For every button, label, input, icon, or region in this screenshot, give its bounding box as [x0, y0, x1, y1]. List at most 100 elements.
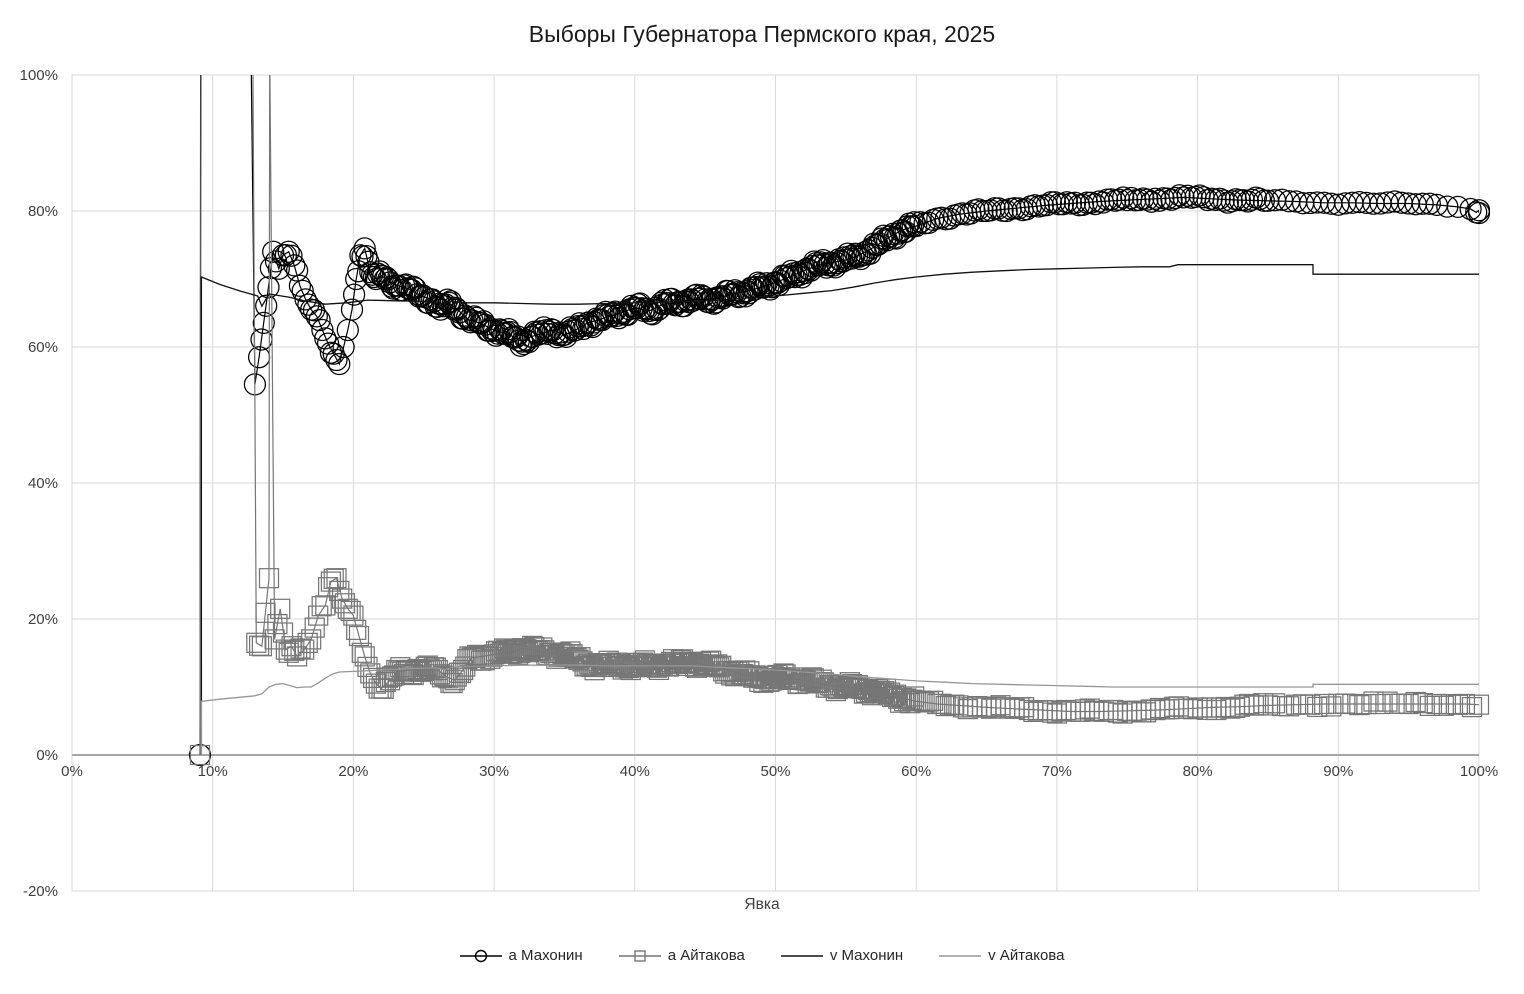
x-tick-label: 10%: [198, 763, 228, 780]
data-point-marker: [314, 327, 337, 350]
legend-label: v Айтакова: [988, 947, 1065, 964]
data-point-marker: [1314, 693, 1335, 715]
data-point-marker: [1454, 693, 1476, 715]
data-point-marker: [297, 293, 320, 316]
x-tick-label: 100%: [1460, 763, 1498, 780]
x-tick-label: 90%: [1323, 763, 1353, 780]
data-point-marker: [1447, 694, 1469, 715]
data-point-marker: [967, 198, 990, 221]
data-point-marker: [267, 613, 288, 635]
data-point-marker: [1411, 192, 1434, 215]
data-point-marker: [308, 308, 331, 332]
series-line: [199, 75, 1479, 756]
data-point-marker: [251, 636, 273, 657]
data-point-marker: [255, 602, 276, 623]
data-point-marker: [1128, 188, 1151, 212]
data-point-marker: [343, 605, 364, 626]
x-tick-label: 60%: [901, 763, 931, 780]
data-point-marker: [332, 335, 355, 359]
data-point-marker: [342, 283, 366, 306]
data-point-marker: [340, 298, 364, 321]
data-point-marker: [387, 274, 410, 297]
data-point-marker: [1043, 191, 1067, 214]
x-tick-label: 80%: [1183, 763, 1213, 780]
data-point-marker: [1164, 186, 1187, 210]
data-point-marker: [1321, 696, 1342, 717]
data-point-marker: [1264, 693, 1286, 714]
data-point-marker: [1446, 195, 1470, 219]
data-point-marker: [1405, 691, 1426, 713]
data-point-marker: [362, 265, 386, 289]
data-point-marker: [562, 319, 585, 342]
data-point-marker: [453, 304, 477, 327]
legend-marker-line-icon: [780, 954, 823, 957]
data-point-marker: [337, 598, 358, 619]
data-point-marker: [1307, 696, 1328, 718]
data-point-marker: [283, 254, 306, 277]
data-point-marker: [930, 206, 953, 229]
data-point-marker: [360, 663, 381, 684]
data-point-marker: [357, 656, 378, 678]
data-point-marker: [291, 279, 314, 303]
data-point-marker: [1116, 188, 1139, 212]
y-tick-label: 80%: [28, 203, 58, 220]
x-tick-label: 0%: [61, 763, 83, 780]
plot-border: [71, 74, 1480, 892]
data-point-marker: [1220, 190, 1243, 213]
data-point-marker: [270, 598, 291, 619]
data-point-marker: [394, 273, 418, 296]
data-point-marker: [325, 348, 348, 372]
data-point-marker: [304, 617, 325, 638]
data-point-marker: [246, 632, 267, 653]
data-point-marker: [1440, 693, 1462, 715]
data-point-marker: [1412, 692, 1433, 714]
data-point-marker: [285, 259, 309, 282]
y-tick-label: 20%: [28, 611, 58, 628]
legend-item-a-makhonin: а Махонин: [459, 947, 583, 964]
data-point-marker: [382, 277, 405, 300]
data-point-marker: [326, 568, 347, 589]
data-point-marker: [329, 580, 350, 602]
data-point-marker: [294, 639, 315, 660]
data-point-marker: [346, 619, 367, 641]
series-3: [200, 664, 1479, 755]
data-point-marker: [803, 250, 826, 273]
data-point-marker: [288, 274, 312, 297]
y-tick-label: -20%: [23, 883, 58, 900]
legend-marker-square-icon: [618, 949, 661, 962]
data-point-marker: [1136, 188, 1159, 211]
chart-title: Выборы Губернатора Пермского края, 2025: [528, 21, 996, 47]
data-point-marker: [311, 318, 334, 342]
data-point-marker: [1300, 694, 1321, 715]
data-point-marker: [1426, 693, 1447, 715]
data-point-marker: [267, 257, 290, 280]
data-point-marker: [334, 593, 356, 614]
data-point-marker: [931, 693, 952, 714]
y-axis-ticks: -20% 0% 20% 40% 60% 80% 100%: [20, 67, 58, 900]
data-point-marker: [1461, 696, 1483, 718]
data-point-marker: [983, 197, 1006, 220]
data-point-marker: [375, 671, 396, 693]
data-point-marker: [436, 666, 457, 687]
data-point-marker: [1342, 693, 1363, 715]
x-axis-title: Явка: [744, 896, 780, 913]
data-point-marker: [664, 294, 687, 317]
x-tick-label: 70%: [1042, 763, 1072, 780]
data-point-marker: [905, 214, 928, 238]
legend-label: а Махонин: [508, 947, 583, 964]
series-1: [189, 75, 1490, 766]
data-point-marker: [903, 211, 926, 234]
y-tick-label: 100%: [20, 67, 58, 84]
data-point-marker: [1270, 188, 1294, 211]
data-point-marker: [1047, 193, 1071, 216]
series-line: [200, 264, 1479, 755]
data-point-marker: [910, 690, 931, 711]
legend: а Махонин а Айтакова v Махонин v Айтаков…: [0, 947, 1524, 964]
data-point-marker: [348, 625, 370, 647]
data-point-marker: [844, 242, 867, 265]
legend-item-a-aytakova: а Айтакова: [618, 947, 745, 964]
data-point-marker: [1419, 695, 1440, 717]
data-point-marker: [1212, 189, 1235, 212]
legend-marker-circle-icon: [459, 949, 502, 962]
data-point-marker: [252, 311, 275, 335]
